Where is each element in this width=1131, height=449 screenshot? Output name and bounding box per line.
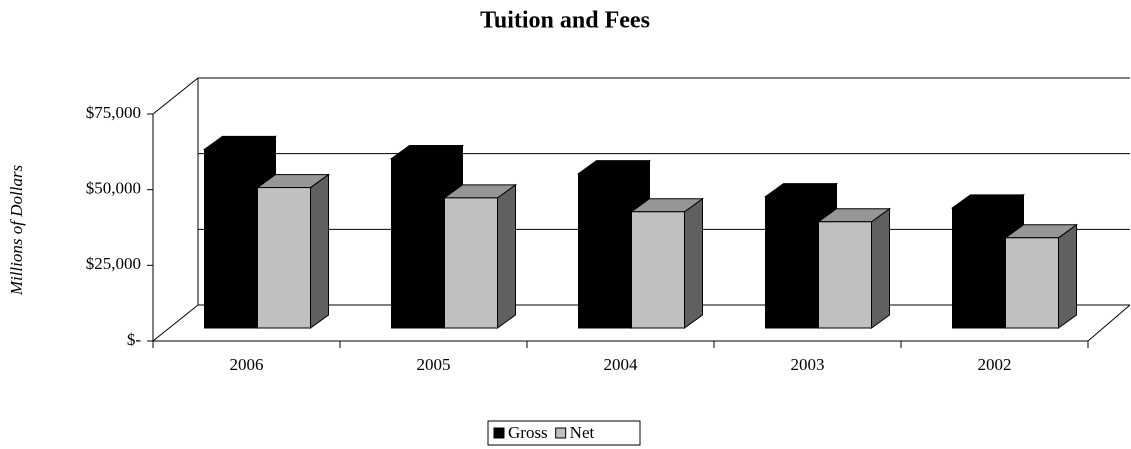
x-tick-label: 2005	[417, 355, 451, 374]
y-tick-label: $25,000	[86, 254, 141, 273]
bar	[444, 197, 498, 329]
bar	[578, 173, 632, 329]
legend-label: Gross	[508, 423, 548, 442]
x-tick-label: 2003	[791, 355, 825, 374]
bar-side	[1058, 223, 1077, 329]
x-tick-label: 2006	[230, 355, 264, 374]
y-tick-label: $-	[127, 330, 142, 349]
x-tick-label: 2004	[604, 355, 639, 374]
y-tick-label: $50,000	[86, 179, 141, 198]
bar	[257, 187, 311, 329]
bar	[391, 158, 445, 329]
chart-title: Tuition and Fees	[480, 8, 650, 34]
floor-edge	[152, 304, 199, 342]
bar	[818, 221, 872, 329]
wall-edge	[152, 77, 199, 115]
bar-side	[497, 183, 516, 329]
bar	[204, 148, 258, 329]
bar	[1005, 237, 1059, 329]
bar-side	[871, 207, 890, 329]
bar	[631, 211, 685, 329]
x-tick-label: 2002	[978, 355, 1012, 374]
bar-side	[684, 197, 703, 329]
legend-swatch	[555, 427, 567, 439]
bar-side	[310, 173, 329, 329]
legend-swatch	[493, 427, 505, 439]
bar	[765, 196, 819, 329]
y-tick-label: $75,000	[86, 103, 141, 122]
y-axis-label: Millions of Dollars	[7, 164, 26, 296]
legend-label: Net	[570, 423, 595, 442]
bar	[952, 207, 1006, 329]
floor-edge	[1087, 304, 1131, 342]
